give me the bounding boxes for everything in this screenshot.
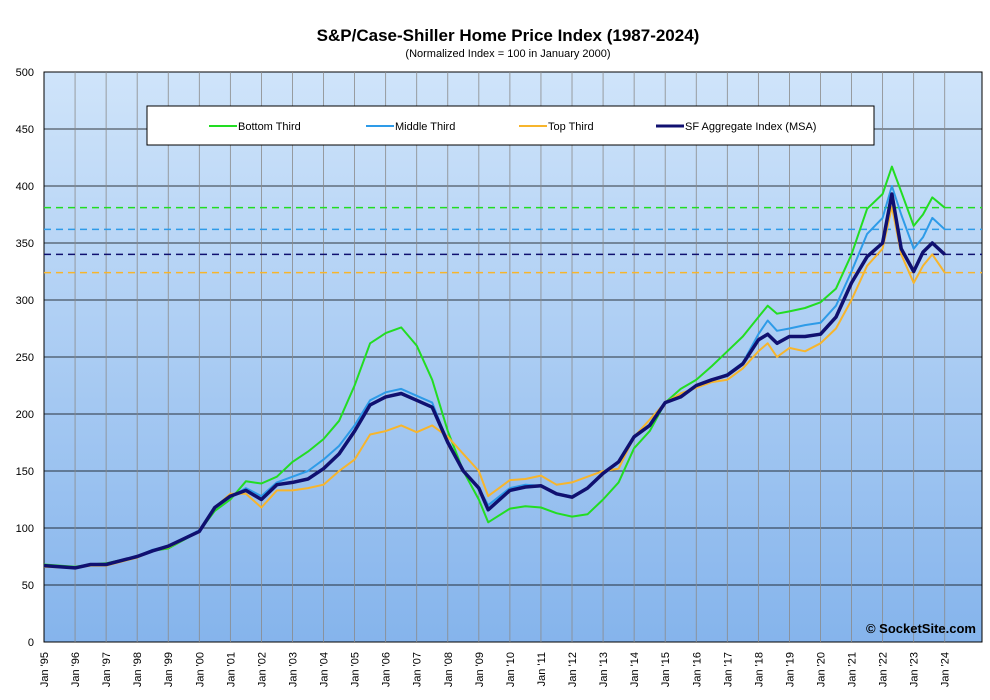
x-tick-label: Jan '09 (474, 652, 486, 687)
x-tick-label: Jan '10 (505, 652, 517, 687)
legend: Bottom Third Middle Third Top Third SF A… (146, 105, 875, 146)
legend-box (146, 105, 875, 146)
chart-subtitle: (Normalized Index = 100 in January 2000) (405, 48, 610, 60)
x-tick-label: Jan '24 (940, 652, 952, 687)
x-tick-label: Jan '97 (101, 652, 113, 687)
x-tick-label: Jan '11 (536, 652, 548, 686)
series-line-sf-aggregate-index-msa (43, 192, 946, 570)
legend-label-bottom-third: Bottom Third (238, 121, 301, 133)
x-tick-label: Jan '21 (847, 652, 859, 687)
x-tick-label: Jan '99 (163, 652, 175, 687)
x-tick-label: Jan '16 (691, 652, 703, 687)
x-tick-label: Jan '01 (225, 652, 237, 687)
watermark: © SocketSite.com (866, 621, 976, 636)
legend-label-middle-third: Middle Third (395, 121, 455, 133)
y-axis: 0 50 100 150 200 250 300 350 400 450 500 (16, 67, 34, 649)
series-line-bottom-third (43, 165, 946, 568)
x-tick-label: Jan '06 (381, 652, 393, 687)
y-tick-label: 300 (16, 295, 34, 307)
y-tick-label: 50 (22, 580, 34, 592)
x-tick-label: Jan '18 (753, 652, 765, 687)
y-tick-label: 0 (28, 637, 34, 649)
x-tick-label: Jan '95 (39, 652, 51, 687)
x-tick-label: Jan '02 (256, 652, 268, 687)
y-tick-label: 250 (16, 352, 34, 364)
x-axis: Jan '95 Jan '96 Jan '97 Jan '98 Jan '99 Jan '… (39, 652, 952, 687)
y-tick-label: 400 (16, 181, 34, 193)
x-tick-label: Jan '14 (629, 652, 641, 687)
y-tick-label: 500 (16, 67, 34, 79)
y-tick-label: 350 (16, 238, 34, 250)
reference-lines (44, 206, 982, 274)
series-lines (43, 165, 946, 570)
x-tick-label: Jan '12 (567, 652, 579, 687)
chart-title: S&P/Case-Shiller Home Price Index (1987-… (317, 26, 700, 45)
x-tick-label: Jan '13 (598, 652, 610, 687)
y-tick-label: 100 (16, 523, 34, 535)
x-tick-label: Jan '96 (70, 652, 82, 687)
x-tick-label: Jan '03 (287, 652, 299, 687)
x-tick-label: Jan '15 (660, 652, 672, 687)
legend-label-top-third: Top Third (548, 121, 594, 133)
x-tick-label: Jan '08 (443, 652, 455, 687)
x-tick-label: Jan '04 (319, 652, 331, 687)
y-tick-label: 200 (16, 409, 34, 421)
x-tick-label: Jan '20 (815, 652, 827, 687)
y-tick-label: 150 (16, 466, 34, 478)
y-tick-label: 450 (16, 124, 34, 136)
x-tick-label: Jan '05 (350, 652, 362, 687)
x-tick-label: Jan '98 (132, 652, 144, 687)
x-tick-label: Jan '07 (412, 652, 424, 687)
legend-label-sf-aggregate: SF Aggregate Index (MSA) (685, 121, 816, 133)
x-tick-label: Jan '00 (194, 652, 206, 687)
x-tick-label: Jan '19 (784, 652, 796, 687)
x-tick-label: Jan '22 (878, 652, 890, 687)
x-tick-label: Jan '23 (909, 652, 921, 687)
x-tick-label: Jan '17 (722, 652, 734, 687)
